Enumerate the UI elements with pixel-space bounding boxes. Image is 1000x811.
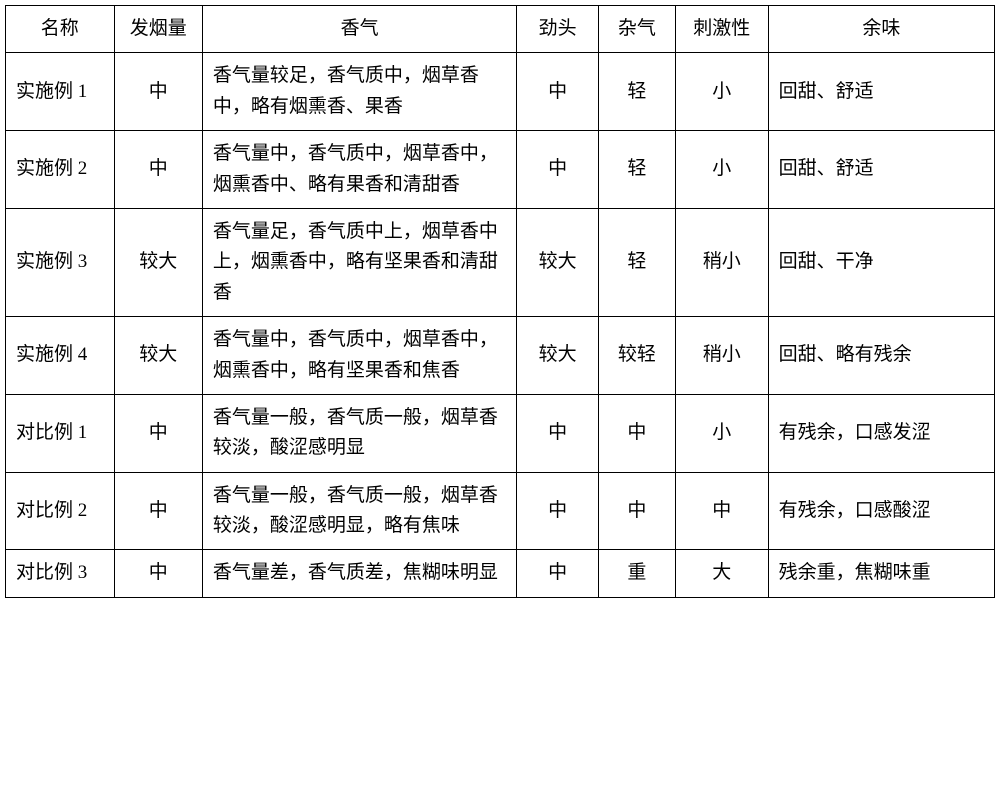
cell-irritation: 稍小 bbox=[675, 208, 768, 316]
header-smoke: 发烟量 bbox=[114, 6, 202, 53]
table-row: 实施例 1 中 香气量较足，香气质中，烟草香中，略有烟熏香、果香 中 轻 小 回… bbox=[6, 53, 995, 131]
cell-impurity: 重 bbox=[598, 550, 675, 597]
cell-aroma: 香气量中，香气质中，烟草香中，烟熏香中，略有坚果香和焦香 bbox=[202, 317, 517, 395]
table-header-row: 名称 发烟量 香气 劲头 杂气 刺激性 余味 bbox=[6, 6, 995, 53]
cell-irritation: 中 bbox=[675, 472, 768, 550]
cell-irritation: 大 bbox=[675, 550, 768, 597]
cell-aroma: 香气量中，香气质中，烟草香中，烟熏香中、略有果香和清甜香 bbox=[202, 131, 517, 209]
table-row: 实施例 3 较大 香气量足，香气质中上，烟草香中上，烟熏香中，略有坚果香和清甜香… bbox=[6, 208, 995, 316]
cell-name: 实施例 4 bbox=[6, 317, 115, 395]
table-row: 实施例 2 中 香气量中，香气质中，烟草香中，烟熏香中、略有果香和清甜香 中 轻… bbox=[6, 131, 995, 209]
cell-name: 对比例 2 bbox=[6, 472, 115, 550]
cell-aftertaste: 回甜、舒适 bbox=[768, 53, 994, 131]
cell-smoke: 较大 bbox=[114, 317, 202, 395]
cell-aftertaste: 回甜、舒适 bbox=[768, 131, 994, 209]
table-row: 对比例 3 中 香气量差，香气质差，焦糊味明显 中 重 大 残余重，焦糊味重 bbox=[6, 550, 995, 597]
cell-irritation: 稍小 bbox=[675, 317, 768, 395]
cell-aroma: 香气量差，香气质差，焦糊味明显 bbox=[202, 550, 517, 597]
cell-strength: 中 bbox=[517, 131, 598, 209]
cell-smoke: 中 bbox=[114, 394, 202, 472]
cell-name: 实施例 2 bbox=[6, 131, 115, 209]
cell-strength: 中 bbox=[517, 53, 598, 131]
header-impurity: 杂气 bbox=[598, 6, 675, 53]
cell-irritation: 小 bbox=[675, 131, 768, 209]
cell-aftertaste: 回甜、略有残余 bbox=[768, 317, 994, 395]
cell-strength: 较大 bbox=[517, 208, 598, 316]
cell-aftertaste: 有残余，口感酸涩 bbox=[768, 472, 994, 550]
cell-strength: 中 bbox=[517, 472, 598, 550]
table-row: 对比例 1 中 香气量一般，香气质一般，烟草香较淡，酸涩感明显 中 中 小 有残… bbox=[6, 394, 995, 472]
table-row: 实施例 4 较大 香气量中，香气质中，烟草香中，烟熏香中，略有坚果香和焦香 较大… bbox=[6, 317, 995, 395]
cell-impurity: 中 bbox=[598, 394, 675, 472]
cell-aftertaste: 残余重，焦糊味重 bbox=[768, 550, 994, 597]
header-aroma: 香气 bbox=[202, 6, 517, 53]
cell-smoke: 中 bbox=[114, 472, 202, 550]
cell-impurity: 轻 bbox=[598, 208, 675, 316]
cell-impurity: 较轻 bbox=[598, 317, 675, 395]
cell-name: 对比例 1 bbox=[6, 394, 115, 472]
cell-impurity: 轻 bbox=[598, 53, 675, 131]
evaluation-table: 名称 发烟量 香气 劲头 杂气 刺激性 余味 实施例 1 中 香气量较足，香气质… bbox=[5, 5, 995, 598]
cell-aroma: 香气量较足，香气质中，烟草香中，略有烟熏香、果香 bbox=[202, 53, 517, 131]
table-body: 实施例 1 中 香气量较足，香气质中，烟草香中，略有烟熏香、果香 中 轻 小 回… bbox=[6, 53, 995, 597]
cell-strength: 中 bbox=[517, 394, 598, 472]
header-aftertaste: 余味 bbox=[768, 6, 994, 53]
cell-smoke: 较大 bbox=[114, 208, 202, 316]
cell-impurity: 中 bbox=[598, 472, 675, 550]
cell-irritation: 小 bbox=[675, 394, 768, 472]
cell-aftertaste: 有残余，口感发涩 bbox=[768, 394, 994, 472]
cell-smoke: 中 bbox=[114, 53, 202, 131]
cell-smoke: 中 bbox=[114, 131, 202, 209]
header-name: 名称 bbox=[6, 6, 115, 53]
cell-aroma: 香气量一般，香气质一般，烟草香较淡，酸涩感明显 bbox=[202, 394, 517, 472]
cell-name: 实施例 3 bbox=[6, 208, 115, 316]
cell-name: 对比例 3 bbox=[6, 550, 115, 597]
cell-smoke: 中 bbox=[114, 550, 202, 597]
cell-irritation: 小 bbox=[675, 53, 768, 131]
cell-name: 实施例 1 bbox=[6, 53, 115, 131]
table-row: 对比例 2 中 香气量一般，香气质一般，烟草香较淡，酸涩感明显，略有焦味 中 中… bbox=[6, 472, 995, 550]
cell-strength: 中 bbox=[517, 550, 598, 597]
cell-impurity: 轻 bbox=[598, 131, 675, 209]
cell-aroma: 香气量一般，香气质一般，烟草香较淡，酸涩感明显，略有焦味 bbox=[202, 472, 517, 550]
cell-aroma: 香气量足，香气质中上，烟草香中上，烟熏香中，略有坚果香和清甜香 bbox=[202, 208, 517, 316]
cell-aftertaste: 回甜、干净 bbox=[768, 208, 994, 316]
cell-strength: 较大 bbox=[517, 317, 598, 395]
header-strength: 劲头 bbox=[517, 6, 598, 53]
header-irritation: 刺激性 bbox=[675, 6, 768, 53]
